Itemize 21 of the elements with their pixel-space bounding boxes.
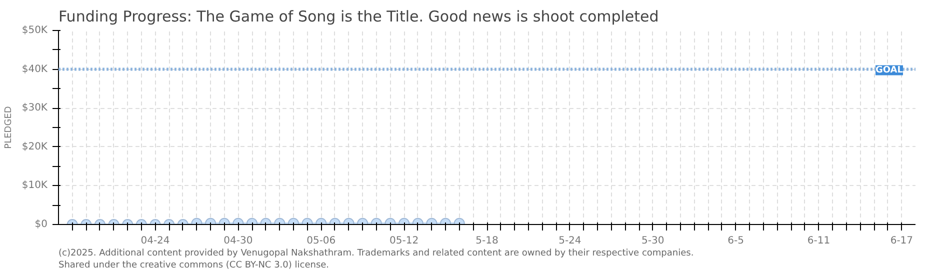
chart-title: Funding Progress: The Game of Song is the Title. Good news is shoot completed <box>58 8 659 26</box>
y-tick-label: $20K <box>22 141 48 152</box>
y-tick-label: $40K <box>22 64 48 75</box>
x-tick-label: 5-30 <box>642 236 664 246</box>
y-tick-label: $0 <box>34 219 48 230</box>
x-tick-label: 05-12 <box>390 236 419 246</box>
x-tick-label: 04-24 <box>140 236 170 246</box>
x-tick-label: 6-11 <box>807 236 830 246</box>
ref-line-label: GOAL <box>876 65 904 76</box>
x-tick-label: 05-06 <box>306 236 336 246</box>
x-tick-label: 6-5 <box>728 236 744 246</box>
x-tick-label: 5-24 <box>558 236 582 246</box>
text: Shared under the creative commons (CC BY-NC 3.0) license. <box>58 260 330 270</box>
y-axis-title: PLEDGED <box>4 106 14 149</box>
y-tick-label: $10K <box>22 180 48 192</box>
y-tick-label: $50K <box>22 25 48 36</box>
y-tick-label: $30K <box>22 102 48 114</box>
text: (c)2025. Additional content provided by Venugopal Nakshathram. Trademarks and related content are owned by their respective companies. <box>58 248 694 258</box>
x-tick-label: 04-30 <box>224 236 253 246</box>
x-tick-label: 5-18 <box>476 236 498 246</box>
x-tick-label: 6-17 <box>890 236 914 246</box>
